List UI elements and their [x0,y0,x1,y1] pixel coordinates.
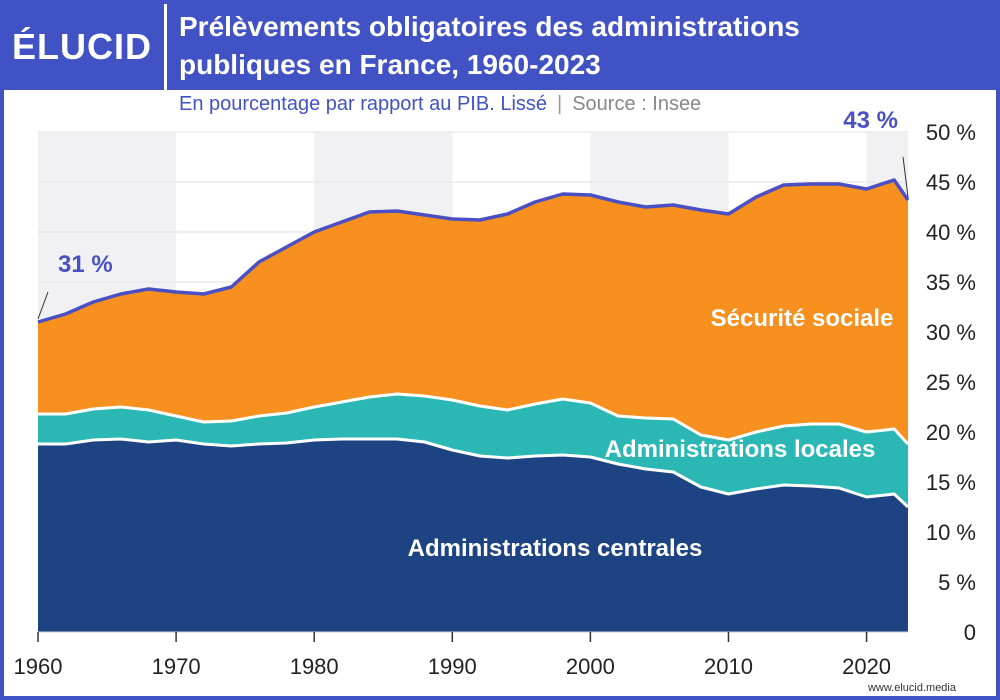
y-tick-label: 0 [964,620,976,645]
header: ÉLUCID Prélèvements obligatoires des adm… [4,4,996,90]
area-edge [38,392,910,446]
area [38,394,908,507]
y-tick-label: 25 % [926,370,976,395]
logo: ÉLUCID [12,26,152,67]
x-tick-label: 1970 [152,654,201,679]
separator [164,4,167,90]
y-tick-label: 10 % [926,520,976,545]
x-tick-label: 2000 [566,654,615,679]
series-label: Administrations centrales [408,535,703,562]
x-tick-label: 2010 [704,654,753,679]
source: Source : Insee [572,93,702,115]
chart-title: Prélèvements obligatoires des administra… [179,11,800,80]
subtitle: En pourcentage par rapport au PIB. Lissé [179,93,548,115]
annotation: 31 % [58,251,113,278]
area [38,180,908,444]
y-tick-label: 35 % [926,270,976,295]
y-tick-label: 45 % [926,170,976,195]
y-tick-label: 20 % [926,420,976,445]
x-tick-label: 1960 [14,654,63,679]
x-tick-label: 2020 [842,654,891,679]
y-tick-label: 15 % [926,470,976,495]
annotation-leader [37,291,49,320]
x-tick-label: 1990 [428,654,477,679]
separator: | [557,93,563,115]
y-tick-label: 40 % [926,220,976,245]
annotation: 43 % [843,107,898,134]
subtitle-row: En pourcentage par rapport au PIB. Lissé… [179,93,701,116]
area-edge [37,178,910,324]
y-tick-label: 50 % [926,120,976,145]
x-tick-label: 1980 [290,654,339,679]
y-tick-label: 5 % [938,570,976,595]
footer: www.elucid.media [867,682,956,694]
area-edge [38,437,910,509]
series-label: Administrations locales [605,436,876,463]
area [38,439,908,632]
y-tick-label: 30 % [926,320,976,345]
annotation-leader [902,156,909,198]
series-label: Sécurité sociale [711,305,894,332]
